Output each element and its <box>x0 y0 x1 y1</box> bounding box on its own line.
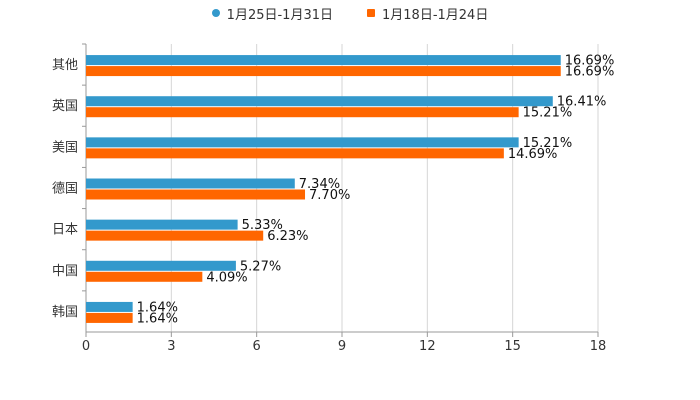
data-label: 1.64% <box>137 311 178 326</box>
category-label: 其他 <box>52 58 78 73</box>
data-label: 16.41% <box>557 95 607 110</box>
bar-series-2 <box>86 189 306 200</box>
bar-series-1 <box>86 137 519 148</box>
legend-label-series-1: 1月25日-1月31日 <box>226 7 333 23</box>
bar-series-2 <box>86 148 504 159</box>
x-tick-label: 6 <box>253 339 261 354</box>
data-label: 15.21% <box>523 136 573 151</box>
data-label: 5.27% <box>240 259 281 274</box>
data-label: 1.64% <box>137 300 178 315</box>
legend-label-series-2: 1月18日-1月24日 <box>382 7 489 23</box>
legend-item-series-2[interactable]: 1月18日-1月24日 <box>367 4 488 23</box>
x-tick-label: 9 <box>338 339 346 354</box>
bar-series-1 <box>86 260 236 271</box>
bar-series-1 <box>86 178 295 189</box>
legend-swatch-series-2 <box>367 9 375 17</box>
bar-series-1 <box>86 219 238 230</box>
legend-item-series-1[interactable]: 1月25日-1月31日 <box>211 4 333 23</box>
bar-series-1 <box>86 96 553 107</box>
x-tick-label: 15 <box>504 339 521 354</box>
data-label: 7.34% <box>299 177 340 192</box>
bar-series-2 <box>86 66 561 77</box>
data-label: 16.69% <box>565 65 615 80</box>
bar-series-2 <box>86 312 133 323</box>
data-label: 6.23% <box>267 229 308 244</box>
x-tick-label: 0 <box>82 339 90 354</box>
data-label: 7.70% <box>309 188 350 203</box>
bar-series-1 <box>86 55 561 66</box>
bar-series-2 <box>86 107 519 118</box>
category-label: 美国 <box>52 140 78 155</box>
data-label: 15.21% <box>523 106 573 121</box>
data-label: 14.69% <box>508 147 558 162</box>
chart-legend: 1月25日-1月31日 1月18日-1月24日 <box>0 4 700 23</box>
category-label: 韩国 <box>52 305 78 320</box>
bar-series-1 <box>86 301 133 312</box>
bar-series-2 <box>86 230 264 241</box>
category-label: 德国 <box>52 182 78 197</box>
x-tick-label: 18 <box>590 339 607 354</box>
category-label: 中国 <box>52 264 78 279</box>
data-label: 5.33% <box>242 218 283 233</box>
data-label: 16.69% <box>565 54 615 69</box>
data-label: 4.09% <box>206 270 247 285</box>
category-label: 日本 <box>52 223 78 238</box>
x-tick-label: 12 <box>419 339 436 354</box>
x-tick-label: 3 <box>167 339 175 354</box>
legend-swatch-series-1 <box>211 9 220 17</box>
bar-series-2 <box>86 271 203 282</box>
category-label: 英国 <box>52 99 78 114</box>
